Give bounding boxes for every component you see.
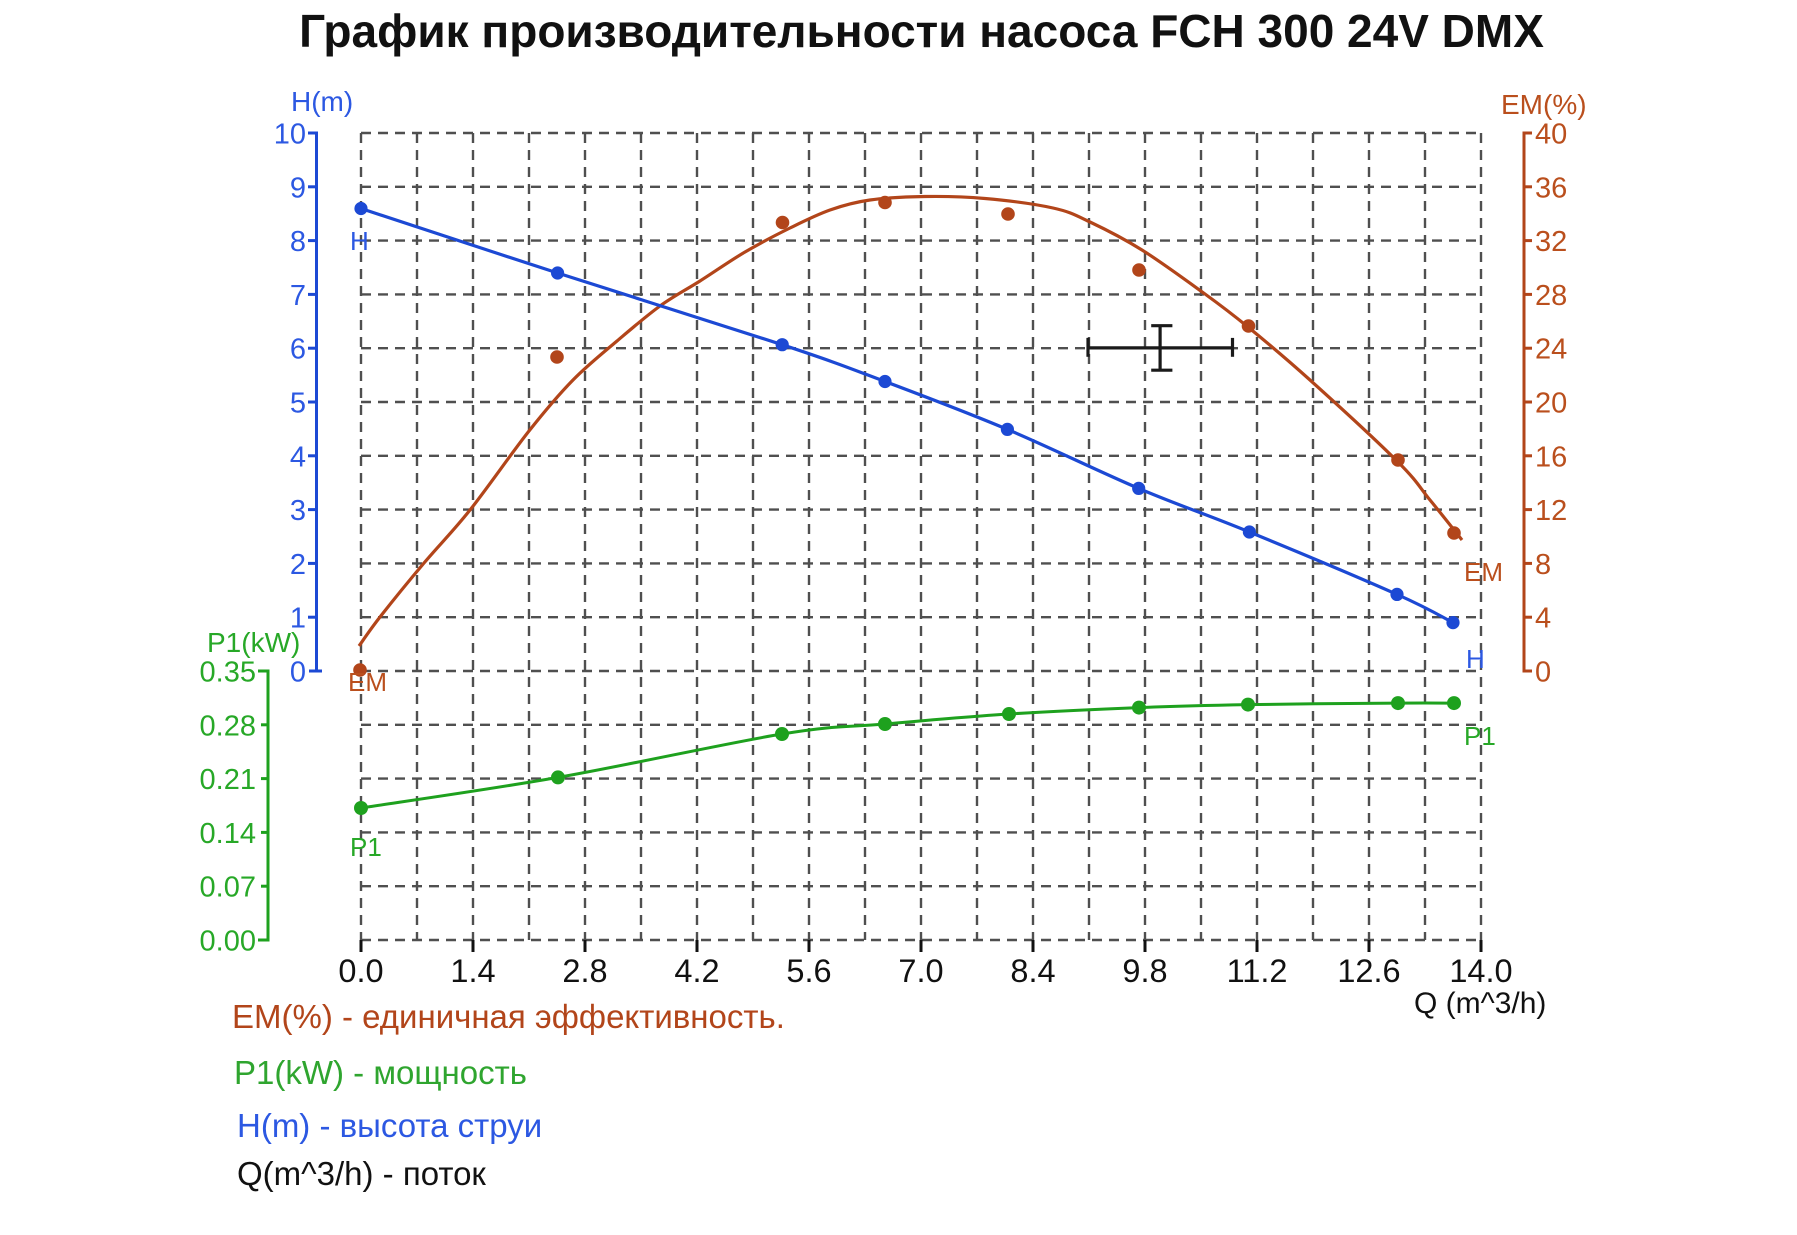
svg-text:8: 8 xyxy=(290,226,306,258)
svg-text:12.6: 12.6 xyxy=(1337,953,1400,989)
svg-text:14.0: 14.0 xyxy=(1449,953,1512,989)
svg-text:EM(%) - единичная эффективност: EM(%) - единичная эффективность. xyxy=(232,998,785,1035)
svg-text:P1: P1 xyxy=(1464,721,1496,751)
svg-text:H(m): H(m) xyxy=(291,86,353,117)
svg-text:Q(m^3/h) - поток: Q(m^3/h) - поток xyxy=(237,1155,486,1192)
svg-text:P1(kW): P1(kW) xyxy=(207,627,300,658)
svg-text:0.28: 0.28 xyxy=(200,710,256,742)
svg-text:0.00: 0.00 xyxy=(200,926,256,958)
svg-text:EM: EM xyxy=(348,667,387,697)
svg-text:P1(kW) - мощность: P1(kW) - мощность xyxy=(234,1054,527,1091)
svg-text:0.07: 0.07 xyxy=(200,872,256,904)
svg-text:11.2: 11.2 xyxy=(1227,953,1288,989)
svg-text:3: 3 xyxy=(290,495,306,527)
svg-text:P1: P1 xyxy=(350,832,382,862)
svg-text:12: 12 xyxy=(1535,495,1567,527)
svg-text:8.4: 8.4 xyxy=(1010,953,1055,989)
svg-text:24: 24 xyxy=(1535,334,1567,366)
svg-text:8: 8 xyxy=(1535,549,1551,581)
svg-text:5.6: 5.6 xyxy=(786,953,831,989)
svg-text:16: 16 xyxy=(1535,441,1567,473)
svg-text:H(m) - высота струи: H(m) - высота струи xyxy=(237,1107,542,1144)
svg-text:0.21: 0.21 xyxy=(200,764,256,796)
svg-text:5: 5 xyxy=(290,388,306,420)
svg-text:H: H xyxy=(350,226,369,256)
svg-text:EM(%): EM(%) xyxy=(1501,89,1587,120)
svg-text:28: 28 xyxy=(1535,280,1567,312)
svg-text:График производительности насо: График производительности насоса FCH 300… xyxy=(299,5,1544,57)
svg-text:36: 36 xyxy=(1535,172,1567,204)
svg-text:1.4: 1.4 xyxy=(450,953,495,989)
svg-text:4: 4 xyxy=(290,441,306,473)
svg-text:32: 32 xyxy=(1535,226,1567,258)
svg-text:0.0: 0.0 xyxy=(338,953,383,989)
svg-text:1: 1 xyxy=(290,603,306,635)
svg-text:9.8: 9.8 xyxy=(1122,953,1167,989)
svg-text:EM: EM xyxy=(1464,557,1503,587)
svg-text:40: 40 xyxy=(1535,119,1567,151)
svg-text:Q (m^3/h): Q (m^3/h) xyxy=(1414,987,1546,1020)
svg-text:0: 0 xyxy=(290,657,306,689)
svg-text:0.35: 0.35 xyxy=(200,657,256,689)
svg-text:2: 2 xyxy=(290,549,306,581)
svg-text:9: 9 xyxy=(290,172,306,204)
svg-text:20: 20 xyxy=(1535,388,1567,420)
svg-text:2.8: 2.8 xyxy=(562,953,607,989)
svg-text:6: 6 xyxy=(290,334,306,366)
svg-text:4.2: 4.2 xyxy=(674,953,719,989)
svg-text:H: H xyxy=(1466,644,1485,674)
svg-text:0.14: 0.14 xyxy=(200,818,256,850)
svg-text:10: 10 xyxy=(274,119,306,151)
svg-text:7: 7 xyxy=(290,280,306,312)
svg-text:4: 4 xyxy=(1535,603,1551,635)
svg-text:0: 0 xyxy=(1535,657,1551,689)
svg-text:7.0: 7.0 xyxy=(898,953,943,989)
